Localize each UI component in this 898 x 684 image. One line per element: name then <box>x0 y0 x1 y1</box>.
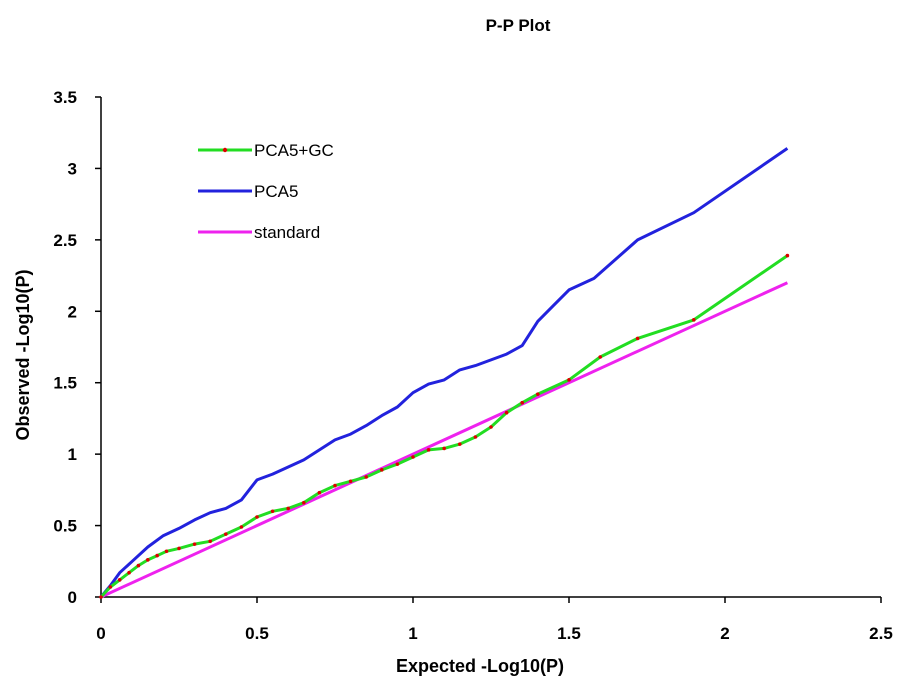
data-point-pca5-gc <box>442 446 447 451</box>
data-point-pca5-gc <box>380 468 384 472</box>
x-tick-label: 0 <box>96 624 105 643</box>
data-point-pca5-gc <box>177 546 181 551</box>
y-tick-label: 3.5 <box>53 88 77 107</box>
legend-label-pca5: PCA5 <box>254 182 298 201</box>
series-line-pca5 <box>99 147 789 598</box>
data-point-pca5-gc <box>567 378 571 382</box>
data-point-pca5-gc <box>302 500 306 505</box>
y-axis-title: Observed -Log10(P) <box>13 269 33 440</box>
y-tick-label: 1.5 <box>53 374 77 393</box>
data-point-pca5-gc <box>635 336 640 341</box>
data-point-pca5-gc <box>504 410 509 415</box>
data-point-pca5-gc <box>348 479 353 484</box>
legend: PCA5+GC PCA5 standard <box>198 141 334 242</box>
legend-marker-pca5-gc <box>222 147 228 153</box>
series-layer <box>99 147 790 599</box>
y-tick-label: 2 <box>68 302 77 321</box>
data-point-pca5-gc <box>192 542 197 546</box>
data-point-pca5-gc <box>395 462 400 466</box>
data-point-pca5-gc <box>136 563 141 568</box>
data-point-pca5-gc <box>117 578 122 582</box>
series-line-pca5-gc <box>99 254 789 599</box>
legend-label-standard: standard <box>254 223 320 242</box>
data-point-pca5-gc <box>155 553 159 558</box>
data-point-pca5-gc <box>255 515 259 519</box>
legend-label-pca5-gc: PCA5+GC <box>254 141 334 160</box>
data-point-pca5-gc <box>692 318 696 322</box>
x-axis-title: Expected -Log10(P) <box>396 656 564 676</box>
y-tick-label: 2.5 <box>53 231 77 250</box>
x-tick-label: 1.5 <box>557 624 581 643</box>
data-point-pca5-gc <box>426 448 431 452</box>
data-point-pca5-gc <box>270 509 275 514</box>
x-tick-label: 1 <box>408 624 417 643</box>
data-point-pca5-gc <box>286 506 291 511</box>
chart-title: P-P Plot <box>486 16 551 35</box>
data-point-pca5-gc <box>164 549 169 554</box>
data-point-pca5-gc <box>489 425 493 429</box>
data-point-pca5-gc <box>364 475 369 479</box>
data-point-pca5-gc <box>598 355 602 359</box>
data-point-pca5-gc <box>458 442 462 446</box>
y-tick-label: 3 <box>68 159 77 178</box>
tick-marks: 0 0.5 1 1.5 2 2.5 3 3.5 0 0.5 1 1.5 2 2.5 <box>53 88 892 643</box>
y-tick-label: 0.5 <box>53 517 77 536</box>
data-point-pca5-gc <box>411 455 415 459</box>
data-point-pca5-gc <box>146 558 150 562</box>
data-point-pca5-gc <box>317 490 322 495</box>
data-point-pca5-gc <box>473 435 478 439</box>
data-point-pca5-gc <box>208 539 212 544</box>
data-point-pca5-gc <box>99 595 103 599</box>
data-point-pca5-gc <box>333 483 337 488</box>
data-point-pca5-gc <box>108 585 113 589</box>
x-tick-label: 0.5 <box>245 624 269 643</box>
data-point-pca5-gc <box>520 400 524 405</box>
y-tick-label: 0 <box>68 588 77 607</box>
data-point-pca5-gc <box>239 525 244 529</box>
data-point-pca5-gc <box>536 392 540 396</box>
data-point-pca5-gc <box>127 570 131 575</box>
series-line-standard <box>100 281 789 599</box>
x-tick-label: 2.5 <box>869 624 893 643</box>
x-tick-label: 2 <box>720 624 729 643</box>
data-point-pca5-gc <box>224 532 228 536</box>
data-point-pca5-gc <box>785 253 790 258</box>
axes <box>100 97 881 598</box>
y-tick-label: 1 <box>68 445 77 464</box>
